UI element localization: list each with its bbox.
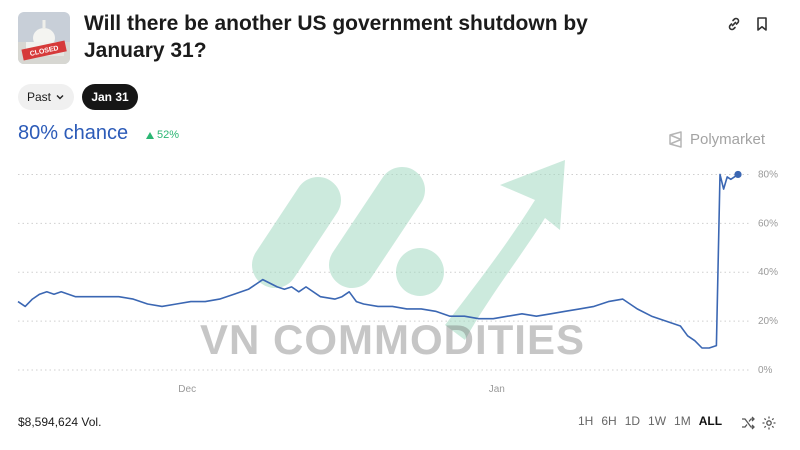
chance-delta: 52% xyxy=(146,129,179,141)
bookmark-icon[interactable] xyxy=(752,14,772,34)
link-icon[interactable] xyxy=(724,14,744,34)
range-1w[interactable]: 1W xyxy=(648,414,667,428)
market-thumbnail: CLOSED xyxy=(18,12,70,64)
date-filter-jan31[interactable]: Jan 31 xyxy=(82,84,138,110)
x-tick-label: Jan xyxy=(489,384,505,395)
current-point xyxy=(734,170,742,179)
series-line xyxy=(17,173,739,349)
y-tick-labels: 0% 20% 40% 60% 80% xyxy=(758,169,778,376)
range-1d[interactable]: 1D xyxy=(624,414,641,428)
range-1m[interactable]: 1M xyxy=(674,414,691,428)
past-dropdown[interactable]: Past xyxy=(18,84,74,110)
brand-logo: Polymarket xyxy=(668,131,765,148)
y-tick-label: 60% xyxy=(758,218,778,229)
x-tick-label: Dec xyxy=(178,384,196,395)
past-dropdown-label: Past xyxy=(26,90,51,104)
range-1h[interactable]: 1H xyxy=(578,414,594,428)
polymarket-icon xyxy=(669,131,682,148)
triangle-up-icon xyxy=(146,131,154,139)
volume-label: $8,594,624 Vol. xyxy=(18,415,102,429)
x-tick-labels: Dec Jan xyxy=(178,384,505,395)
time-range-selector: 1H 6H 1D 1W 1M ALL xyxy=(578,414,722,428)
page-title: Will there be another US government shut… xyxy=(84,12,588,62)
range-6h[interactable]: 6H xyxy=(601,414,617,428)
shuffle-icon[interactable] xyxy=(740,415,756,431)
gear-icon[interactable] xyxy=(761,415,777,431)
brand-name: Polymarket xyxy=(690,131,766,148)
chance-value: 80% chance xyxy=(18,122,129,144)
watermark-graphic xyxy=(252,160,565,340)
y-tick-label: 0% xyxy=(758,365,773,376)
y-tick-label: 80% xyxy=(758,169,778,180)
chevron-down-icon xyxy=(56,95,64,100)
delta-label: 52% xyxy=(157,129,180,141)
price-chart: 0% 20% 40% 60% 80% Dec Jan xyxy=(17,160,778,395)
y-tick-label: 40% xyxy=(758,267,778,278)
range-all[interactable]: ALL xyxy=(698,414,723,428)
y-tick-label: 20% xyxy=(758,316,778,327)
